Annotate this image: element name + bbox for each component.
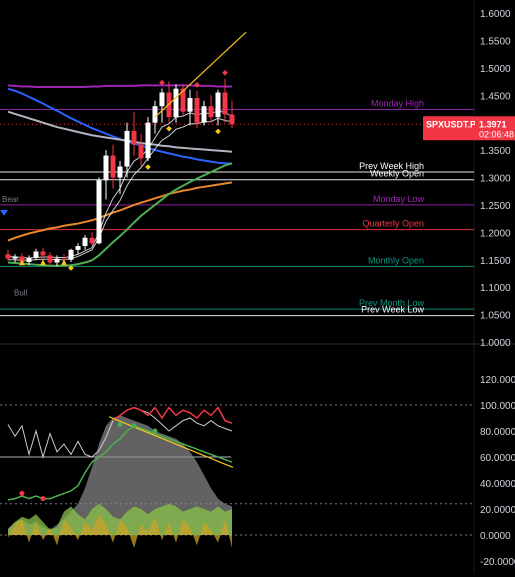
signal-diamond-icon	[145, 164, 151, 170]
osc-dot	[152, 428, 158, 434]
ma-line	[7, 181, 233, 242]
price-tick-label: 1.0000	[480, 338, 511, 349]
candle-body[interactable]	[194, 97, 200, 123]
price-tick-label: 1.3000	[480, 174, 511, 185]
candle-body[interactable]	[26, 257, 32, 262]
level-label: Monday Low	[373, 194, 425, 204]
countdown-label: 02:06:48	[479, 129, 514, 139]
candle-body[interactable]	[180, 88, 186, 112]
osc-tick-label: 100.0000	[480, 401, 515, 412]
candle-body[interactable]	[145, 122, 151, 159]
osc-area	[8, 415, 232, 535]
candle-body[interactable]	[110, 155, 116, 178]
price-tick-label: 1.2500	[480, 201, 511, 212]
bull-triangle-icon	[40, 259, 46, 266]
candle-body[interactable]	[201, 106, 207, 123]
level-label: Prev Week High	[359, 161, 424, 171]
osc-trendline[interactable]	[108, 416, 234, 468]
bear-label: Bear	[2, 195, 19, 204]
price-tick-label: 1.6000	[480, 9, 511, 20]
price-tick-label: 1.1500	[480, 256, 511, 267]
price-tick-label: 1.0500	[480, 311, 511, 322]
candle-body[interactable]	[12, 256, 18, 259]
level-label: Monthly Open	[368, 255, 424, 265]
bull-triangle-icon	[61, 259, 67, 266]
osc-tick-label: 0.0000	[480, 531, 511, 542]
price-tick-label: 1.3500	[480, 146, 511, 157]
last-price-label: 1.3971	[479, 119, 507, 129]
bear-triangle-icon	[0, 209, 8, 216]
price-tick-label: 1.5000	[480, 64, 511, 75]
candle-body[interactable]	[82, 237, 88, 247]
candle-body[interactable]	[208, 106, 214, 118]
signal-diamond-icon	[68, 265, 74, 271]
candle-body[interactable]	[89, 237, 95, 244]
symbol-label: SPXUSDT.P	[426, 119, 476, 129]
price-badge-bg	[475, 116, 515, 141]
osc-tick-label: 20.0000	[480, 505, 515, 516]
level-label: Prev Month Low	[359, 298, 425, 308]
bull-triangle-icon	[19, 259, 25, 266]
candle-body[interactable]	[173, 88, 179, 118]
bull-label: Bull	[14, 288, 28, 297]
level-label: Prev Week Low	[361, 305, 424, 315]
candle-body[interactable]	[117, 166, 123, 178]
candle-body[interactable]	[152, 106, 158, 123]
level-label: Quarterly Open	[362, 219, 424, 229]
ma-line	[7, 110, 233, 153]
osc-dot	[40, 496, 46, 502]
osc-tick-label: 120.0000	[480, 375, 515, 386]
osc-dot	[19, 490, 25, 496]
osc-tick-label: 60.0000	[480, 453, 515, 464]
candle-body[interactable]	[68, 249, 74, 260]
sell-diamond-icon	[159, 79, 165, 86]
trendline[interactable]	[154, 31, 247, 118]
osc-tick-label: 80.0000	[480, 427, 515, 438]
candle-body[interactable]	[40, 251, 46, 256]
candle-body[interactable]	[222, 92, 228, 115]
price-tag-bg	[423, 116, 475, 141]
candle-body[interactable]	[187, 97, 193, 112]
level-label: Weekly Open	[370, 169, 424, 179]
candle-body[interactable]	[96, 180, 102, 244]
candle-body[interactable]	[103, 155, 109, 181]
signal-diamond-icon	[215, 128, 221, 135]
candle-body[interactable]	[215, 92, 221, 118]
osc-area	[8, 514, 232, 548]
candle-body[interactable]	[131, 130, 137, 145]
candle-body[interactable]	[61, 258, 67, 260]
ma-line	[7, 162, 233, 267]
level-label: Monday High	[371, 99, 424, 109]
sell-diamond-icon	[222, 69, 228, 76]
candle-body[interactable]	[33, 251, 39, 258]
candle-body[interactable]	[124, 130, 130, 167]
price-tick-label: 1.4500	[480, 91, 511, 102]
candle-body[interactable]	[229, 114, 235, 125]
price-tick-label: 1.1000	[480, 283, 511, 294]
candle-body[interactable]	[19, 256, 25, 262]
osc-tick-label: -20.0000	[480, 557, 515, 568]
candle-body[interactable]	[47, 255, 53, 263]
candle-body[interactable]	[5, 254, 11, 259]
sell-diamond-icon	[194, 82, 200, 88]
osc-dot	[131, 423, 137, 429]
price-tick-label: 1.5500	[480, 36, 511, 47]
osc-tick-label: 40.0000	[480, 479, 515, 490]
candle-body[interactable]	[75, 246, 81, 250]
candle-body[interactable]	[159, 92, 165, 107]
price-tick-label: 1.2000	[480, 228, 511, 239]
ma-line	[8, 117, 233, 261]
candle-body[interactable]	[54, 258, 60, 263]
candle-body[interactable]	[138, 144, 144, 159]
ma-line	[7, 84, 232, 89]
osc-line	[112, 406, 233, 424]
osc-dot	[117, 422, 123, 427]
